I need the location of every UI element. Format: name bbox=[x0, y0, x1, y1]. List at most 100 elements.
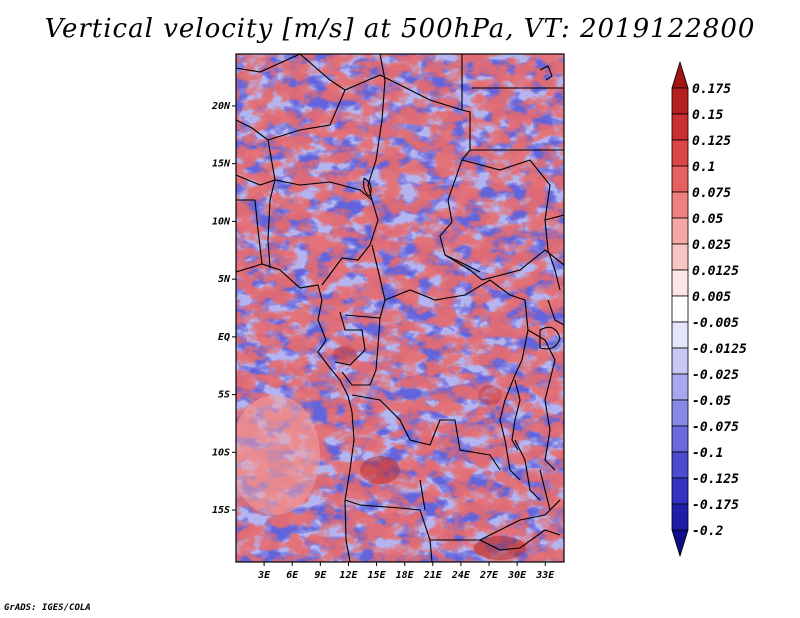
border-drc-angola bbox=[351, 394, 501, 471]
border-namibia-botswana bbox=[429, 539, 433, 562]
zambia-updraft-core bbox=[474, 536, 526, 560]
lat-tick-label: 15S bbox=[212, 505, 230, 516]
gabon-updraft-core bbox=[333, 346, 357, 364]
border-malawi bbox=[514, 439, 541, 501]
colorbar-label: -0.1 bbox=[692, 446, 723, 461]
colorbar-label: -0.05 bbox=[692, 394, 731, 409]
border-car-sudan bbox=[444, 254, 483, 281]
longitude-axis: 3E 6E 9E 12E 15E 18E 21E 24E 27E 30E 33E bbox=[257, 562, 555, 581]
colorbar-label: 0.005 bbox=[692, 290, 731, 305]
lon-tick-label: 9E bbox=[314, 570, 327, 581]
grads-credit: GrADS: IGES/COLA bbox=[4, 603, 91, 613]
colorbar-label: 0.0125 bbox=[692, 264, 739, 279]
map-frame bbox=[235, 53, 565, 563]
border-gabon bbox=[334, 311, 366, 366]
colorbar-label: 0.175 bbox=[692, 82, 731, 97]
lake-chad bbox=[363, 177, 372, 197]
colorbar-bin bbox=[671, 191, 689, 219]
border-angola-namibia bbox=[344, 499, 480, 541]
map-title: Vertical velocity [m/s] at 500hPa, VT: 2… bbox=[44, 14, 756, 44]
velocity-field bbox=[236, 54, 564, 562]
lat-tick-label: 5N bbox=[218, 274, 231, 285]
border-zimbabwe bbox=[479, 529, 561, 551]
colorbar-label: -0.125 bbox=[692, 472, 739, 487]
colorbar-bin bbox=[671, 477, 689, 505]
lon-tick-label: 3E bbox=[257, 570, 271, 581]
colorbar-label: -0.175 bbox=[692, 498, 739, 513]
lon-tick-label: 30E bbox=[507, 570, 527, 581]
lon-tick-label: 18E bbox=[396, 570, 415, 581]
border-mali-niger bbox=[236, 119, 276, 181]
border-benin-togo bbox=[254, 199, 263, 265]
border-niger-chad bbox=[367, 54, 386, 201]
red-sea-coast bbox=[539, 65, 553, 81]
colorbar-label: 0.125 bbox=[692, 134, 731, 149]
border-niger-north bbox=[299, 54, 463, 111]
colorbar-label: -0.005 bbox=[692, 316, 739, 331]
colorbar-bin bbox=[671, 399, 689, 427]
border-algeria-niger bbox=[267, 89, 346, 141]
lon-tick-label: 12E bbox=[339, 570, 358, 581]
country-borders bbox=[236, 54, 564, 562]
lat-tick-label: 10N bbox=[212, 216, 231, 227]
border-car-south bbox=[384, 279, 526, 301]
border-ethiopia bbox=[544, 214, 564, 221]
colorbar-label: 0.075 bbox=[692, 186, 731, 201]
border-benin-nigeria bbox=[267, 179, 276, 269]
border-drc-east bbox=[499, 299, 529, 481]
colorbar-label: 0.025 bbox=[692, 238, 731, 253]
lat-tick-label: 5S bbox=[218, 390, 230, 401]
colorbar-label: 0.05 bbox=[692, 212, 723, 227]
border-sudan-south bbox=[461, 159, 561, 291]
lat-tick-label: 20N bbox=[211, 101, 231, 112]
colorbar-bin bbox=[671, 425, 689, 453]
colorbar-top-arrow bbox=[671, 60, 689, 89]
border-kenya bbox=[547, 299, 564, 326]
colorbar-bin bbox=[671, 451, 689, 479]
colorbar-label: -0.0125 bbox=[692, 342, 747, 357]
border-libya-egypt bbox=[461, 54, 471, 161]
lake-victoria bbox=[539, 326, 561, 350]
lon-tick-label: 6E bbox=[286, 570, 299, 581]
colorbar-bin bbox=[671, 503, 689, 531]
colorbar-bin bbox=[671, 217, 689, 245]
lon-tick-label: 33E bbox=[535, 570, 555, 581]
latitude-axis: 20N 15N 10N 5N EQ 5S 10S 15S bbox=[211, 101, 236, 516]
ocean-updraft-area bbox=[236, 395, 320, 515]
border-niger-nigeria bbox=[236, 174, 373, 201]
colorbar-bin bbox=[671, 139, 689, 167]
lon-tick-label: 15E bbox=[368, 570, 387, 581]
border-chad-sudan bbox=[439, 159, 481, 273]
lake-malawi bbox=[539, 469, 551, 511]
colorbar-label: -0.2 bbox=[692, 524, 723, 539]
border-congo-drc bbox=[341, 317, 381, 386]
colorbar: 0.175 0.15 0.125 0.1 0.075 0.05 0.025 0.0125 0.0… bbox=[671, 60, 747, 558]
colorbar-bin bbox=[671, 321, 689, 349]
lon-tick-label: 24E bbox=[451, 570, 471, 581]
border-nigeria-cameroon bbox=[321, 199, 379, 286]
colorbar-bin bbox=[671, 373, 689, 401]
border-angola-zambia bbox=[419, 479, 426, 511]
colorbar-label: 0.15 bbox=[692, 108, 723, 123]
angola-updraft-core bbox=[360, 456, 400, 484]
congo-updraft-core bbox=[478, 385, 502, 405]
colorbar-bin bbox=[671, 295, 689, 323]
colorbar-bin bbox=[671, 165, 689, 193]
colorbar-label: -0.025 bbox=[692, 368, 739, 383]
colorbar-bottom-arrow bbox=[671, 529, 689, 558]
colorbar-bin bbox=[671, 269, 689, 297]
lon-tick-label: 27E bbox=[479, 570, 499, 581]
lat-tick-label: 10S bbox=[212, 447, 230, 458]
border-southsudan bbox=[481, 249, 564, 281]
colorbar-bin bbox=[671, 243, 689, 271]
colorbar-bin bbox=[671, 347, 689, 375]
lake-tanganyika bbox=[511, 379, 521, 451]
colorbar-bin bbox=[671, 87, 689, 115]
border-libya-tunisia bbox=[236, 54, 301, 73]
lat-tick-label: EQ bbox=[218, 332, 230, 343]
lon-tick-label: 21E bbox=[423, 570, 443, 581]
colorbar-label: 0.1 bbox=[692, 160, 715, 175]
border-tanzania bbox=[527, 329, 556, 471]
lat-tick-label: 15N bbox=[212, 159, 231, 170]
